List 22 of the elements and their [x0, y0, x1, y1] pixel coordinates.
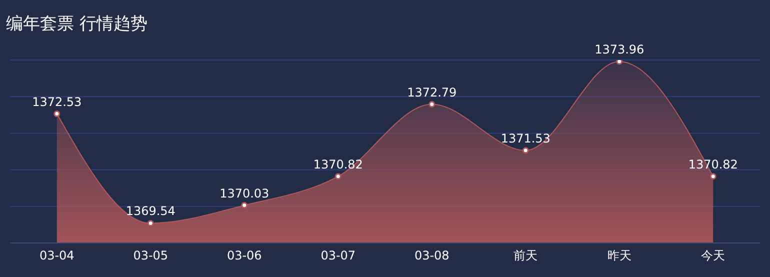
x-tick-label: 03-04 — [39, 248, 74, 263]
x-tick-label: 03-07 — [320, 248, 356, 263]
x-tick-label: 03-08 — [414, 248, 450, 263]
data-label: 1373.96 — [594, 42, 644, 56]
point — [334, 173, 342, 180]
data-label: 1370.03 — [220, 186, 270, 200]
point — [616, 60, 623, 65]
data-label: 1372.53 — [32, 94, 82, 109]
x-tick-label: 前天 — [514, 248, 538, 263]
x-tick-label: 今天 — [701, 248, 726, 263]
data-label: 1369.54 — [126, 204, 176, 218]
x-tick-label: 03-05 — [133, 248, 168, 263]
point — [428, 101, 436, 108]
x-tick-label: 昨天 — [607, 248, 632, 263]
chart-title: 编年套票 行情趋势 — [6, 13, 148, 35]
data-label: 1372.79 — [407, 85, 457, 100]
point — [54, 110, 60, 118]
point — [522, 147, 529, 154]
point — [147, 220, 154, 226]
x-tick-label: 03-06 — [226, 248, 262, 263]
point — [241, 202, 248, 209]
point — [710, 173, 716, 180]
